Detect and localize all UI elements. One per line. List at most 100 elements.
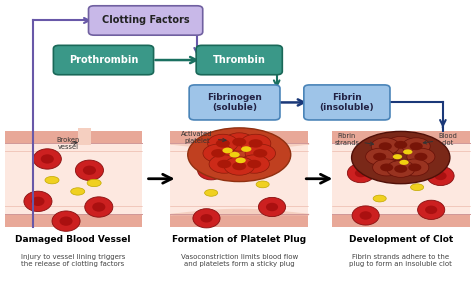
- FancyBboxPatch shape: [4, 143, 142, 214]
- Ellipse shape: [240, 134, 271, 153]
- Ellipse shape: [427, 166, 454, 185]
- Ellipse shape: [403, 149, 412, 154]
- Ellipse shape: [216, 139, 230, 148]
- Ellipse shape: [232, 162, 246, 170]
- Ellipse shape: [266, 203, 278, 211]
- Ellipse shape: [188, 128, 291, 181]
- Ellipse shape: [205, 166, 217, 174]
- Ellipse shape: [399, 160, 409, 165]
- FancyBboxPatch shape: [78, 128, 91, 145]
- Ellipse shape: [241, 146, 251, 152]
- Ellipse shape: [408, 164, 421, 171]
- Ellipse shape: [71, 188, 85, 195]
- FancyBboxPatch shape: [196, 45, 283, 75]
- Ellipse shape: [373, 153, 386, 161]
- Ellipse shape: [201, 214, 212, 223]
- Ellipse shape: [229, 152, 240, 158]
- Ellipse shape: [425, 206, 437, 214]
- Ellipse shape: [239, 155, 269, 173]
- FancyBboxPatch shape: [4, 131, 142, 227]
- Ellipse shape: [401, 159, 429, 176]
- Ellipse shape: [224, 133, 255, 151]
- Ellipse shape: [85, 197, 113, 217]
- Ellipse shape: [211, 149, 225, 158]
- Ellipse shape: [410, 184, 424, 191]
- Ellipse shape: [198, 161, 225, 180]
- Ellipse shape: [256, 181, 269, 188]
- Text: Clotting Factors: Clotting Factors: [102, 15, 190, 26]
- Ellipse shape: [355, 169, 367, 177]
- Ellipse shape: [387, 136, 415, 153]
- Ellipse shape: [394, 165, 407, 173]
- Ellipse shape: [360, 211, 372, 220]
- Ellipse shape: [352, 206, 379, 225]
- Ellipse shape: [31, 197, 45, 206]
- Ellipse shape: [410, 142, 423, 150]
- Text: Activated
platelet: Activated platelet: [182, 131, 226, 144]
- Text: Fibrin strands adhere to the
plug to form an insoluble clot: Fibrin strands adhere to the plug to for…: [349, 254, 452, 268]
- Ellipse shape: [435, 172, 447, 180]
- Ellipse shape: [365, 148, 394, 165]
- FancyBboxPatch shape: [332, 131, 470, 143]
- Ellipse shape: [387, 160, 415, 177]
- Ellipse shape: [193, 209, 220, 228]
- Ellipse shape: [402, 138, 430, 155]
- Ellipse shape: [393, 154, 402, 159]
- Ellipse shape: [253, 149, 267, 158]
- Ellipse shape: [371, 138, 399, 155]
- FancyBboxPatch shape: [332, 131, 470, 227]
- Ellipse shape: [352, 131, 450, 184]
- Ellipse shape: [224, 157, 255, 175]
- Text: Fibrin
strands: Fibrin strands: [335, 133, 374, 146]
- Ellipse shape: [24, 191, 52, 212]
- Ellipse shape: [414, 153, 428, 161]
- Ellipse shape: [217, 160, 231, 168]
- Ellipse shape: [222, 148, 233, 153]
- Ellipse shape: [232, 138, 246, 146]
- Ellipse shape: [379, 142, 392, 150]
- Ellipse shape: [373, 159, 401, 176]
- Text: Blood
clot: Blood clot: [423, 133, 457, 146]
- Ellipse shape: [380, 164, 393, 171]
- Text: Broken
vessel: Broken vessel: [57, 137, 80, 150]
- FancyBboxPatch shape: [4, 214, 142, 227]
- Ellipse shape: [236, 158, 246, 163]
- Ellipse shape: [247, 160, 261, 168]
- FancyBboxPatch shape: [170, 214, 308, 227]
- Ellipse shape: [45, 176, 59, 184]
- FancyBboxPatch shape: [4, 131, 142, 143]
- Ellipse shape: [52, 211, 80, 231]
- Ellipse shape: [75, 160, 103, 180]
- Ellipse shape: [92, 202, 105, 212]
- FancyBboxPatch shape: [170, 131, 308, 227]
- Ellipse shape: [394, 141, 407, 149]
- Ellipse shape: [87, 179, 101, 187]
- Ellipse shape: [248, 139, 263, 148]
- Text: Injury to vessel lining triggers
the release of clotting factors: Injury to vessel lining triggers the rel…: [21, 254, 125, 268]
- Text: Fibrin
(insoluble): Fibrin (insoluble): [319, 93, 374, 112]
- Text: Development of Clot: Development of Clot: [348, 235, 453, 244]
- Ellipse shape: [245, 144, 275, 162]
- Text: Damaged Blood Vessel: Damaged Blood Vessel: [15, 235, 131, 244]
- Ellipse shape: [418, 200, 445, 220]
- Text: Fibrinogen
(soluble): Fibrinogen (soluble): [207, 93, 262, 112]
- Ellipse shape: [83, 166, 96, 175]
- FancyBboxPatch shape: [332, 214, 470, 227]
- Ellipse shape: [203, 144, 233, 162]
- Ellipse shape: [347, 164, 374, 183]
- Ellipse shape: [373, 195, 386, 202]
- Ellipse shape: [33, 149, 61, 169]
- FancyBboxPatch shape: [89, 6, 203, 35]
- Ellipse shape: [205, 189, 218, 196]
- Text: Prothrombin: Prothrombin: [69, 55, 138, 65]
- Ellipse shape: [208, 134, 238, 153]
- FancyBboxPatch shape: [54, 45, 154, 75]
- FancyBboxPatch shape: [189, 85, 280, 120]
- Text: Formation of Platelet Plug: Formation of Platelet Plug: [172, 235, 306, 244]
- FancyBboxPatch shape: [170, 131, 308, 143]
- Ellipse shape: [41, 154, 54, 164]
- Ellipse shape: [59, 216, 73, 226]
- Ellipse shape: [209, 155, 239, 173]
- Ellipse shape: [258, 197, 286, 217]
- Ellipse shape: [407, 148, 435, 165]
